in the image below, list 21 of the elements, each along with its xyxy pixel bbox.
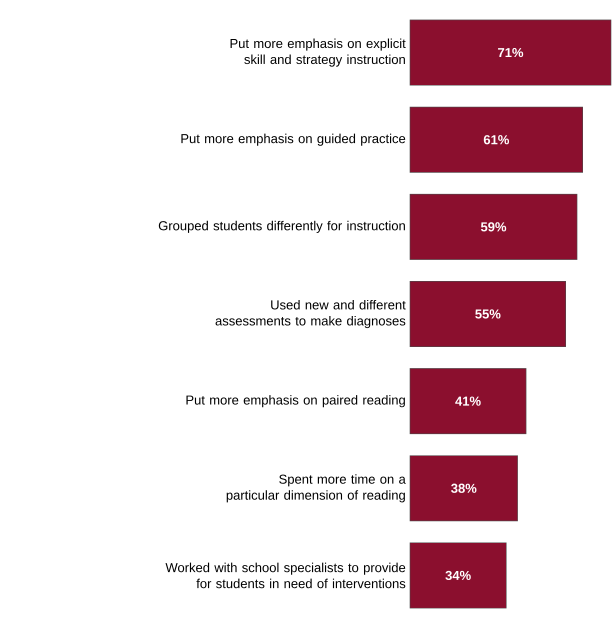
y-tick-label: Worked with school specialists to provide for students in need of interventions	[166, 562, 406, 588]
data-label: 59%	[480, 222, 506, 232]
y-tick-label: Put more emphasis on explicit skill and strategy instruction	[230, 38, 406, 67]
data-label: 34%	[445, 570, 471, 580]
data-label: 55%	[475, 309, 501, 319]
data-label: 38%	[451, 484, 476, 493]
data-label: 41%	[455, 396, 481, 406]
bar	[410, 542, 507, 608]
y-tick-label: Spent more time on a particular dimension of reading	[226, 474, 406, 502]
y-tick-label: Put more emphasis on guided practice	[181, 134, 406, 146]
bar	[410, 20, 612, 86]
y-tick-label: Used new and different assessments to make diagnoses	[216, 300, 406, 328]
y-tick-label: Put more emphasis on paired reading	[186, 395, 405, 408]
bar	[410, 368, 526, 434]
bar	[410, 281, 566, 347]
bar	[410, 106, 583, 173]
bar	[410, 194, 578, 260]
data-label: 61%	[484, 135, 510, 144]
data-label: 71%	[498, 48, 524, 58]
bar	[410, 455, 518, 522]
y-tick-label: Grouped students differently for instruction	[158, 220, 405, 233]
